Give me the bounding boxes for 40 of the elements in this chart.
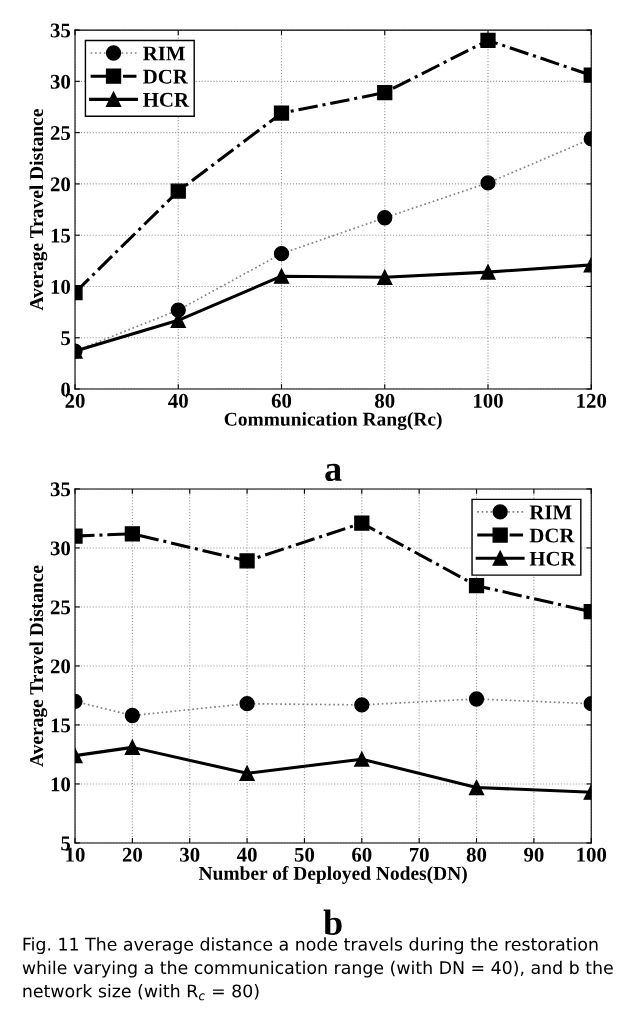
- x-tick-label: 40: [168, 393, 188, 408]
- x-tick-label: 80: [466, 847, 487, 862]
- x-axis-title: Number of Deployed Nodes(DN): [198, 866, 467, 884]
- y-axis-title: Average Travel Distance: [29, 109, 48, 311]
- y-tick-label: 10: [51, 777, 71, 792]
- x-tick-label: 60: [271, 393, 292, 408]
- text: b: [323, 909, 342, 936]
- caption: Fig. 11 The average distance a node travels during the restoration while varying a the communication range (with DN = 40), and b the network size (with R$_{c}$ = 80): [22, 937, 613, 1001]
- x-tick-label: 80: [375, 393, 395, 408]
- y-tick-label: 30: [50, 74, 71, 89]
- y-tick-label: 15: [51, 718, 71, 733]
- x-tick-label: 120: [577, 393, 607, 408]
- legend-label: RIM: [143, 46, 185, 61]
- y-tick-label: 20: [50, 177, 71, 192]
- legend-label: HCR: [529, 551, 576, 566]
- y-tick-label: 25: [50, 600, 71, 615]
- y-tick-label: 35: [50, 482, 71, 497]
- y-tick-label: 30: [50, 541, 71, 556]
- legend-label: RIM: [529, 505, 572, 520]
- x-tick-label: 60: [352, 847, 372, 862]
- y-axis-title: Average Travel Distance: [29, 565, 48, 767]
- legend-label: HCR: [143, 92, 190, 107]
- legend-label: DCR: [143, 69, 189, 84]
- y-tick-label: 5: [61, 331, 71, 346]
- y-tick-label: 35: [50, 23, 71, 38]
- x-tick-label: 100: [577, 847, 607, 862]
- legend-label: DCR: [529, 528, 575, 543]
- x-tick-label: 50: [294, 847, 315, 862]
- text: a: [325, 463, 342, 482]
- x-tick-label: 40: [236, 847, 257, 862]
- x-tick-label: 30: [180, 847, 200, 862]
- y-tick-label: 10: [51, 279, 71, 294]
- x-tick-label: 20: [122, 847, 142, 862]
- y-tick-label: 20: [50, 659, 71, 674]
- y-tick-label: 25: [50, 126, 71, 141]
- y-tick-label: 15: [51, 228, 71, 243]
- x-axis-title: Communication Rang(Rc): [224, 412, 442, 430]
- x-tick-label: 70: [409, 847, 429, 862]
- x-tick-label: 100: [474, 393, 503, 408]
- x-tick-label: 90: [524, 847, 544, 862]
